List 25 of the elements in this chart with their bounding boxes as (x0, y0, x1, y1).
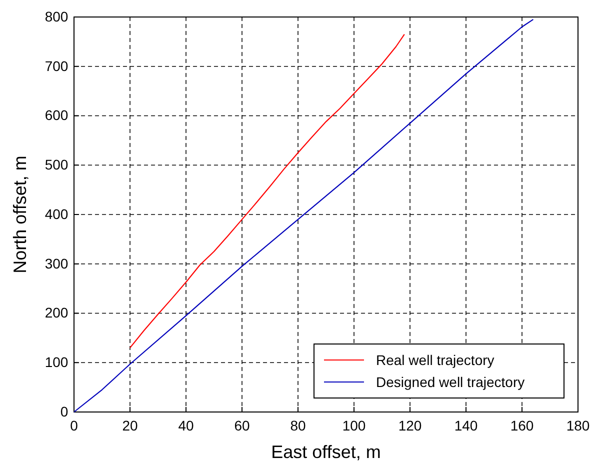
y-tick-label: 700 (44, 58, 68, 74)
x-tick-label: 160 (510, 417, 534, 434)
y-tick-label: 100 (44, 354, 68, 370)
x-tick-label: 40 (178, 417, 194, 434)
x-axis-title: East offset, m (271, 442, 381, 462)
y-tick-label: 400 (44, 206, 68, 222)
x-tick-label: 180 (566, 417, 590, 434)
y-tick-label: 200 (44, 304, 68, 321)
y-tick-label: 800 (44, 8, 68, 24)
x-tick-label: 120 (398, 417, 422, 434)
line-series (73, 18, 534, 413)
line-series (129, 34, 405, 348)
x-tick-label: 0 (70, 417, 78, 434)
y-tick-label: 600 (44, 107, 68, 124)
x-tick-label: 60 (234, 417, 250, 434)
x-tick-label: 80 (290, 417, 306, 434)
x-tick-label: 100 (342, 417, 366, 434)
x-tick-label: 20 (122, 417, 138, 434)
y-tick-label: 500 (44, 156, 68, 173)
y-tick-label: 0 (60, 403, 68, 420)
x-tick-label: 140 (454, 417, 478, 434)
legend-label: Real well trajectory (376, 352, 494, 368)
legend-label: Designed well trajectory (376, 374, 525, 390)
y-tick-label: 300 (44, 255, 68, 272)
y-axis-title: North offset, m (10, 156, 30, 274)
